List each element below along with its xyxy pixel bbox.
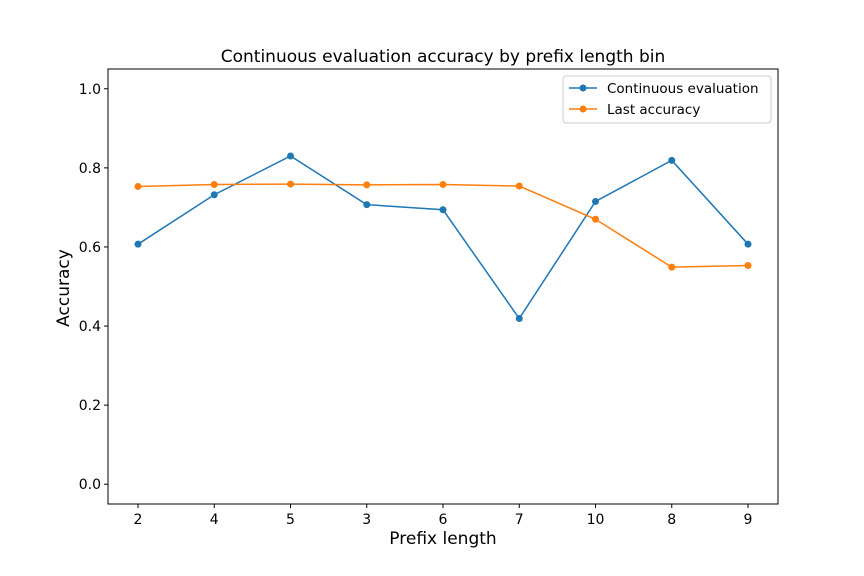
y-tick-label: 1.0 [79,82,101,98]
series-point-1 [515,182,523,190]
legend-label: Continuous evaluation [607,81,759,97]
plot-frame [107,68,779,505]
y-tick-label: 0.6 [79,240,101,256]
series-point-1 [668,263,676,271]
series-point-1 [744,262,752,270]
chart-title: Continuous evaluation accuracy by prefix… [221,47,666,67]
x-axis-label: Prefix length [389,529,496,549]
x-tick-label: 2 [134,512,143,528]
plot-area: 2 4 5 3 6 7 10 8 9 0.0 0.2 0.4 0.6 0.8 1.0 [79,68,779,528]
series-point-0 [592,197,599,205]
series-point-1 [210,180,218,188]
series-point-0 [668,156,676,164]
series-line-0 [137,155,749,320]
series-point-0 [210,191,218,199]
legend-marker [579,105,587,113]
series-point-0 [363,201,371,209]
x-tick-label: 5 [286,512,295,528]
x-tick-label: 3 [362,512,371,528]
series-point-1 [287,180,294,188]
x-tick-label: 9 [744,512,753,528]
legend: Continuous evaluation Last accuracy [562,75,772,124]
series-point-0 [134,240,142,248]
series-point-0 [744,240,752,248]
y-tick-label: 0.0 [79,477,101,493]
legend-label: Last accuracy [607,102,700,118]
legend-box [562,75,772,124]
series-point-0 [287,152,294,160]
y-tick-label: 0.4 [79,319,101,335]
series-line-1 [137,183,749,268]
series-point-0 [439,206,447,214]
series-point-1 [363,181,371,189]
legend-marker [579,84,587,92]
series-point-0 [515,315,523,323]
x-tick-label: 4 [210,512,219,528]
series-point-1 [134,182,142,190]
series-point-1 [439,180,447,188]
y-axis-label: Accuracy [54,249,74,327]
x-tick-label: 8 [667,512,676,528]
x-tick-label: 10 [587,512,605,528]
y-tick-label: 0.2 [79,398,101,414]
x-tick-label: 6 [439,512,448,528]
y-tick-label: 0.8 [79,161,101,177]
series-point-1 [592,215,599,223]
x-tick-label: 7 [515,512,524,528]
